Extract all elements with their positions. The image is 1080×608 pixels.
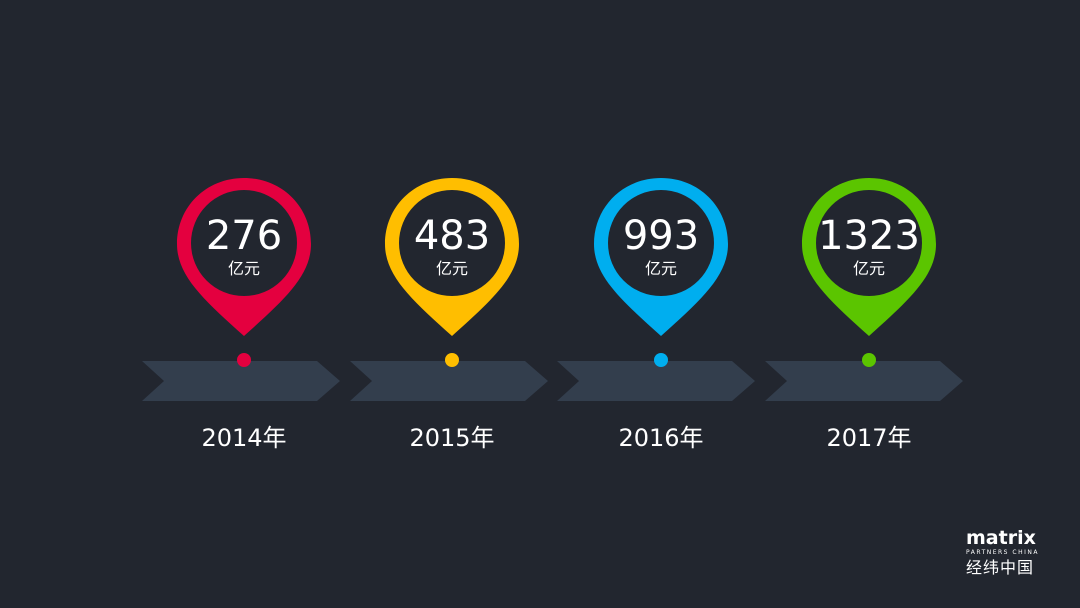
year-label-2014: 2014年 bbox=[201, 424, 287, 452]
map-pin-icon bbox=[594, 178, 728, 336]
unit-label: 亿元 bbox=[227, 259, 260, 278]
chevron-arrow-2015 bbox=[350, 361, 550, 401]
year-label-2015: 2015年 bbox=[409, 424, 495, 452]
logo-subtitle: PARTNERS CHINA bbox=[966, 549, 1039, 556]
map-pin-2017: 1323 亿元 bbox=[799, 176, 939, 336]
logo-wordmark: matrix bbox=[966, 527, 1036, 549]
timeline-dot-2017 bbox=[862, 353, 876, 367]
timeline-dot-2014 bbox=[237, 353, 251, 367]
map-pin-icon bbox=[802, 178, 936, 336]
year-label-2016: 2016年 bbox=[618, 424, 704, 452]
value-label: 276 bbox=[205, 213, 283, 259]
year-label-2017: 2017年 bbox=[826, 424, 912, 452]
value-label: 483 bbox=[413, 213, 491, 259]
chevron-arrow-2016 bbox=[557, 361, 757, 401]
chevron-arrow-2017 bbox=[765, 361, 965, 401]
chevron-arrow-2014 bbox=[142, 361, 342, 401]
matrix-partners-china-logo: matrix PARTNERS CHINA 经纬中国 bbox=[966, 528, 1046, 578]
map-pin-icon bbox=[177, 178, 311, 336]
unit-label: 亿元 bbox=[435, 259, 468, 278]
timeline-dot-2016 bbox=[654, 353, 668, 367]
timeline-dot-2015 bbox=[445, 353, 459, 367]
map-pin-2014: 276 亿元 bbox=[174, 176, 314, 336]
value-label: 993 bbox=[622, 213, 700, 259]
unit-label: 亿元 bbox=[644, 259, 677, 278]
map-pin-2016: 993 亿元 bbox=[591, 176, 731, 336]
map-pin-icon bbox=[385, 178, 519, 336]
value-label: 1323 bbox=[818, 213, 920, 259]
map-pin-2015: 483 亿元 bbox=[382, 176, 522, 336]
unit-label: 亿元 bbox=[852, 259, 885, 278]
logo-chinese-name: 经纬中国 bbox=[966, 558, 1035, 577]
